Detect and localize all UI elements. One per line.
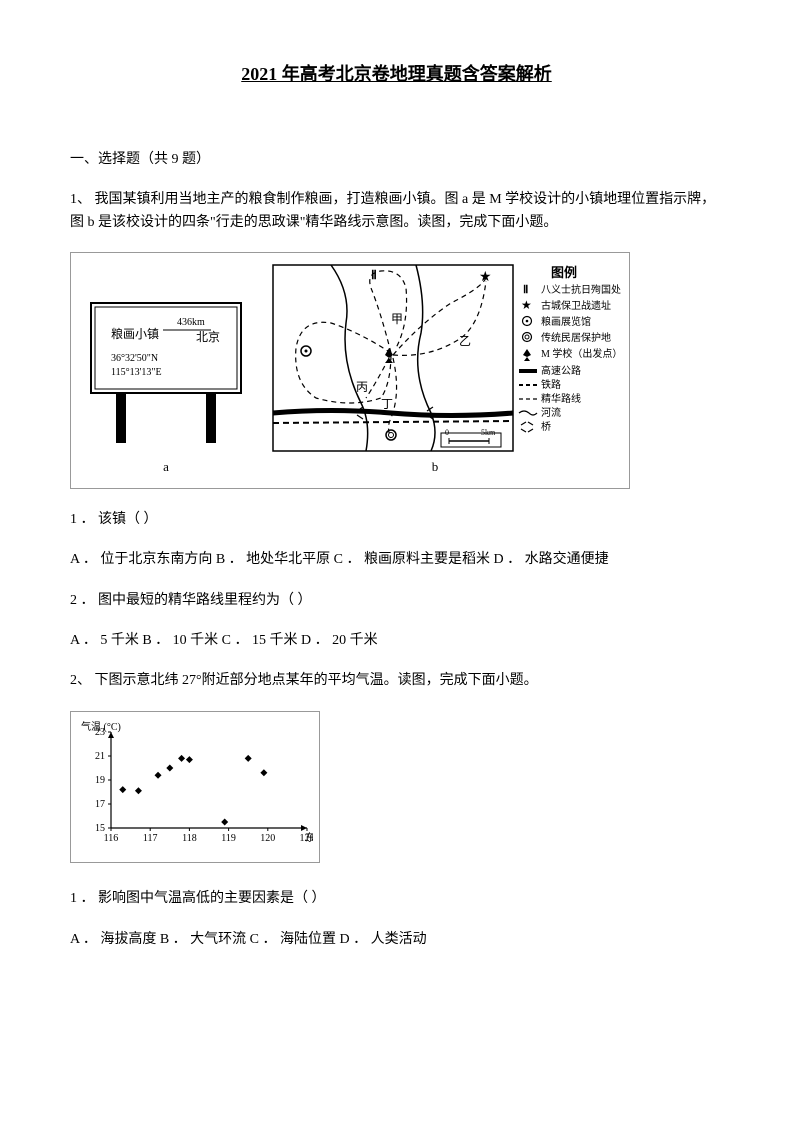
legend-item-5: 高速公路 <box>541 364 581 377</box>
legend-item-3: 传统民居保护地 <box>541 331 611 344</box>
legend-item-9: 桥 <box>541 421 551 433</box>
legend-item-7: 精华路线 <box>541 392 581 405</box>
legend-item-8: 河流 <box>541 406 561 419</box>
map-figure-b: Ⅱ ★ 甲 乙 丙 丁 0 5km <box>271 263 621 453</box>
page-title: 2021 年高考北京卷地理真题含答案解析 <box>70 60 723 89</box>
scatter-chart: 气温 (°C)2321191715116117118119120121东经 (°… <box>70 711 320 863</box>
q1-1-options: A ． 位于北京东南方向 B ． 地处华北平原 C ． 粮画原料主要是稻米 D … <box>70 549 723 571</box>
sign-figure-a: 粮画小镇 436km 北京 36°32'50"N 115°13'13"E <box>81 283 251 453</box>
sign-lat: 36°32'50"N <box>111 353 158 364</box>
svg-text:120: 120 <box>260 833 275 844</box>
svg-text:117: 117 <box>143 833 158 844</box>
figure-b-label: b <box>251 457 619 478</box>
svg-text:116: 116 <box>104 833 119 844</box>
legend-item-4: M 学校（出发点） <box>541 347 621 360</box>
svg-text:东经 (°): 东经 (°) <box>305 831 313 844</box>
legend-item-2: 粮画展览馆 <box>541 315 591 328</box>
svg-text:Ⅱ: Ⅱ <box>523 284 528 296</box>
q1-2-options: A ． 5 千米 B ． 10 千米 C ． 15 千米 D ． 20 千米 <box>70 630 723 652</box>
q2-1: 1 ． 影响图中气温高低的主要因素是（ ） <box>70 888 723 910</box>
map-label-bing: 丙 <box>356 380 368 394</box>
legend-title: 图例 <box>551 265 577 280</box>
q2-1-options: A ． 海拔高度 B ． 大气环流 C ． 海陆位置 D ． 人类活动 <box>70 929 723 951</box>
sign-town: 粮画小镇 <box>111 326 159 341</box>
map-label-jia: 甲 <box>391 312 403 326</box>
svg-text:17: 17 <box>95 799 105 810</box>
svg-text:★: ★ <box>521 298 532 312</box>
svg-text:Ⅱ: Ⅱ <box>371 268 377 282</box>
scatter-svg: 气温 (°C)2321191715116117118119120121东经 (°… <box>77 718 313 848</box>
svg-text:★: ★ <box>479 270 492 285</box>
svg-text:119: 119 <box>221 833 236 844</box>
figure-a-label: a <box>81 457 251 478</box>
legend-item-1: 古城保卫战遗址 <box>541 299 611 312</box>
q1-1: 1 ． 该镇（ ） <box>70 509 723 531</box>
svg-text:21: 21 <box>95 751 105 762</box>
section-header: 一、选择题（共 9 题） <box>70 149 723 171</box>
svg-text:19: 19 <box>95 775 105 786</box>
svg-text:23: 23 <box>95 727 105 738</box>
svg-text:118: 118 <box>182 833 197 844</box>
svg-text:5km: 5km <box>481 428 496 437</box>
legend-item-6: 铁路 <box>541 378 561 391</box>
sign-city: 北京 <box>196 330 220 344</box>
map-label-ding: 丁 <box>381 397 393 411</box>
sign-lon: 115°13'13"E <box>111 367 162 378</box>
legend-item-0: 八义士抗日殉国处 <box>541 283 621 296</box>
q2-intro: 2、 下图示意北纬 27°附近部分地点某年的平均气温。读图，完成下面小题。 <box>70 670 723 692</box>
q1-intro: 1、 我国某镇利用当地主产的粮食制作粮画，打造粮画小镇。图 a 是 M 学校设计… <box>70 189 723 234</box>
map-label-yi: 乙 <box>459 334 471 348</box>
figure-1: 粮画小镇 436km 北京 36°32'50"N 115°13'13"E <box>70 252 630 489</box>
q1-2: 2 ． 图中最短的精华路线里程约为（ ） <box>70 590 723 612</box>
svg-text:0: 0 <box>445 428 449 437</box>
sign-dist: 436km <box>177 317 205 328</box>
